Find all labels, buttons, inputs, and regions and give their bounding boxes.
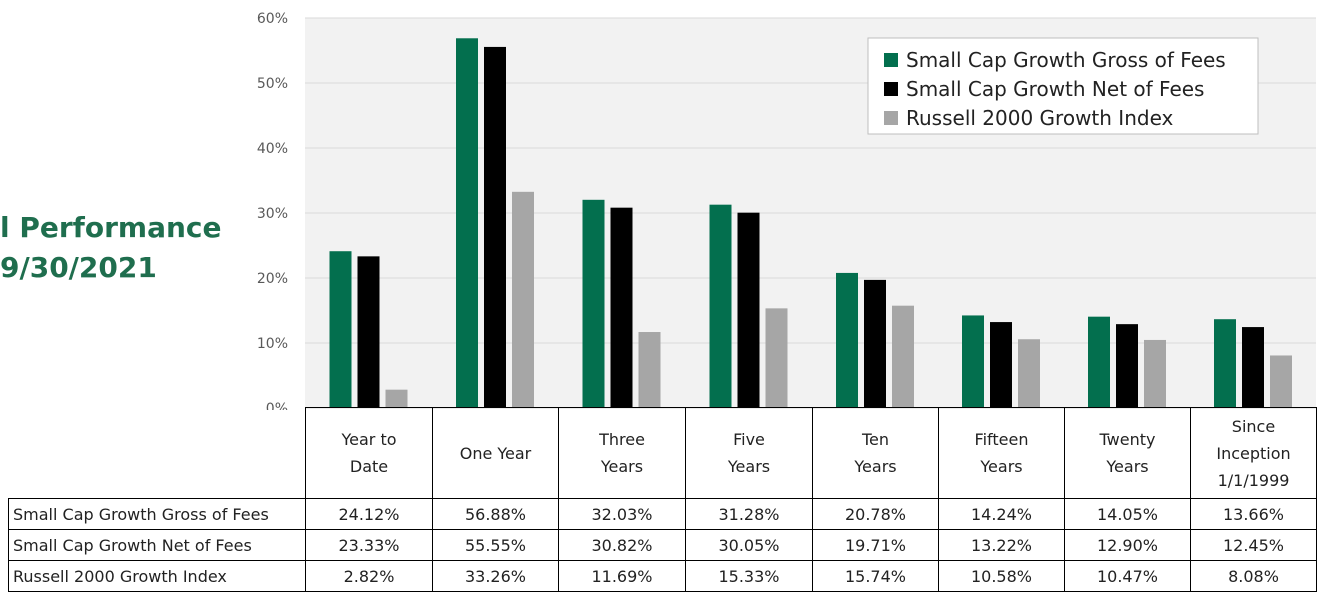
legend-swatch (884, 53, 898, 67)
performance-table: Year to Date One Year Three Years Five Year… (8, 407, 1317, 592)
legend-box (867, 37, 1259, 135)
table-row: Small Cap Growth Gross of Fees 24.12% 56.8… (8, 498, 1317, 530)
bar (456, 38, 478, 408)
bar (737, 212, 760, 408)
bar (1270, 355, 1292, 408)
y-tick-label: 10% (257, 336, 288, 352)
bar (1144, 339, 1166, 408)
y-tick-label: 50% (257, 76, 288, 92)
category-label: Ten Years (854, 430, 897, 476)
bar (962, 315, 984, 408)
side-title: l Performance 9/30/2021 (0, 208, 240, 288)
side-title-line2: 9/30/2021 (0, 251, 157, 284)
bar (836, 272, 858, 408)
y-axis-tick-labels: 0% 10% 20% 30% 40% 50% 60% (257, 11, 288, 410)
category-label: Three Years (599, 430, 645, 476)
category-label: Fifteen Years (974, 430, 1029, 476)
y-tick-label: 0% (266, 401, 288, 410)
category-label: One Year (459, 443, 532, 463)
table-row: Russell 2000 Growth Index 2.82% 33.26% 11.6… (8, 560, 1317, 592)
row-label: Small Cap Growth Net of Fees (8, 529, 306, 561)
data-label: 30.05% (685, 529, 813, 561)
data-label: 32.03% (558, 498, 686, 530)
table-corner (8, 407, 306, 499)
bar (1018, 339, 1040, 408)
bar (582, 199, 605, 408)
bar (990, 322, 1012, 408)
bar (329, 251, 352, 408)
category-header: Since Inception 1/1/1999 (1190, 407, 1317, 499)
bar (357, 256, 380, 408)
category-label: Twenty Years (1099, 430, 1156, 476)
bar (610, 207, 633, 408)
side-title-line1: l Performance (0, 211, 222, 244)
y-tick-label: 20% (257, 271, 288, 287)
data-label: 15.33% (685, 560, 813, 592)
category-label: Since Inception 1/1/1999 (1216, 416, 1291, 490)
data-label: 13.22% (938, 529, 1065, 561)
category-header: Year to Date (305, 407, 433, 499)
bar (709, 204, 732, 408)
category-header: Five Years (685, 407, 813, 499)
bar (1088, 316, 1110, 408)
bar (385, 389, 408, 408)
table-row: Small Cap Growth Net of Fees 23.33% 55.55%… (8, 529, 1317, 561)
y-tick-label: 30% (257, 206, 288, 222)
bar (1116, 324, 1138, 408)
y-tick-label: 60% (257, 11, 288, 27)
bar (1214, 319, 1236, 408)
legend-label: Russell 2000 Growth Index (906, 106, 1174, 130)
category-label: Year to Date (341, 430, 397, 476)
data-label: 30.82% (558, 529, 686, 561)
data-label: 14.05% (1064, 498, 1191, 530)
data-label: 13.66% (1190, 498, 1317, 530)
data-label: 2.82% (305, 560, 433, 592)
data-label: 24.12% (305, 498, 433, 530)
bars (329, 38, 1292, 409)
data-label: 31.28% (685, 498, 813, 530)
category-header: Twenty Years (1064, 407, 1191, 499)
legend-label: Small Cap Growth Net of Fees (906, 77, 1204, 101)
data-label: 8.08% (1190, 560, 1317, 592)
legend-swatch (884, 111, 898, 125)
category-header: Ten Years (812, 407, 939, 499)
legend-label: Small Cap Growth Gross of Fees (906, 48, 1226, 72)
bar (765, 308, 788, 408)
bar (638, 332, 661, 408)
bar (892, 305, 914, 408)
category-header: One Year (432, 407, 559, 499)
category-header: Fifteen Years (938, 407, 1065, 499)
category-header: Three Years (558, 407, 686, 499)
data-label: 12.45% (1190, 529, 1317, 561)
data-label: 10.47% (1064, 560, 1191, 592)
data-label: 14.24% (938, 498, 1065, 530)
row-label: Small Cap Growth Gross of Fees (8, 498, 306, 530)
data-label: 11.69% (558, 560, 686, 592)
data-label: 23.33% (305, 529, 433, 561)
legend-swatch (884, 82, 898, 96)
bar (512, 191, 534, 408)
bar (1242, 327, 1264, 408)
data-label: 10.58% (938, 560, 1065, 592)
legend: Small Cap Growth Gross of Fees Small Cap … (867, 37, 1259, 135)
performance-bar-chart: 0% 10% 20% 30% 40% 50% 60% Small Cap Growth Gr… (257, 11, 1316, 410)
bar (484, 46, 506, 409)
data-label: 12.90% (1064, 529, 1191, 561)
y-tick-label: 40% (257, 141, 288, 157)
data-label: 15.74% (812, 560, 939, 592)
data-label: 20.78% (812, 498, 939, 530)
data-label: 19.71% (812, 529, 939, 561)
bar (864, 279, 886, 408)
row-label: Russell 2000 Growth Index (8, 560, 306, 592)
data-label: 55.55% (432, 529, 559, 561)
category-label: Five Years (727, 430, 771, 476)
data-label: 56.88% (432, 498, 559, 530)
data-label: 33.26% (432, 560, 559, 592)
